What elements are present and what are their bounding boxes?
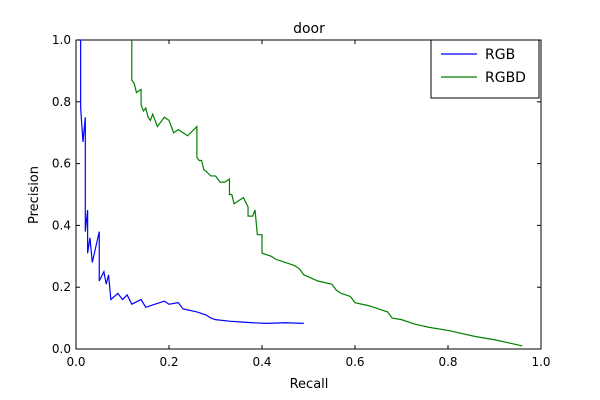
series-layer	[78, 39, 523, 347]
chart-title: door	[293, 21, 325, 37]
x-axis-label: Recall	[290, 377, 329, 392]
y-tick-label: 0.6	[52, 157, 71, 171]
tick-layer: 0.0 0.2 0.4 0.6 0.8 1.0 0.0 0.2 0.4 0.6 0.8 1.0	[52, 33, 551, 369]
y-tick-label: 0.0	[52, 342, 71, 356]
x-tick-label: 0.0	[66, 355, 85, 369]
y-tick-label: 0.8	[52, 95, 71, 109]
x-tick-label: 0.6	[345, 355, 364, 369]
y-tick-label: 0.2	[52, 280, 71, 294]
y-tick-label: 1.0	[52, 33, 71, 47]
x-tick-label: 1.0	[531, 355, 550, 369]
x-tick-label: 0.2	[159, 355, 178, 369]
x-tick-label: 0.4	[252, 355, 271, 369]
series-line-rgb	[78, 39, 304, 324]
series-line-rgbd	[131, 40, 523, 347]
x-tick-label: 0.8	[438, 355, 457, 369]
y-tick-label: 0.4	[52, 218, 71, 232]
legend-label-rgb: RGB	[485, 47, 515, 63]
legend-label-rgbd: RGBD	[485, 70, 526, 86]
legend-box	[430, 39, 540, 99]
y-axis-label: Precision	[27, 166, 42, 224]
legend: RGB RGBD	[430, 39, 540, 99]
